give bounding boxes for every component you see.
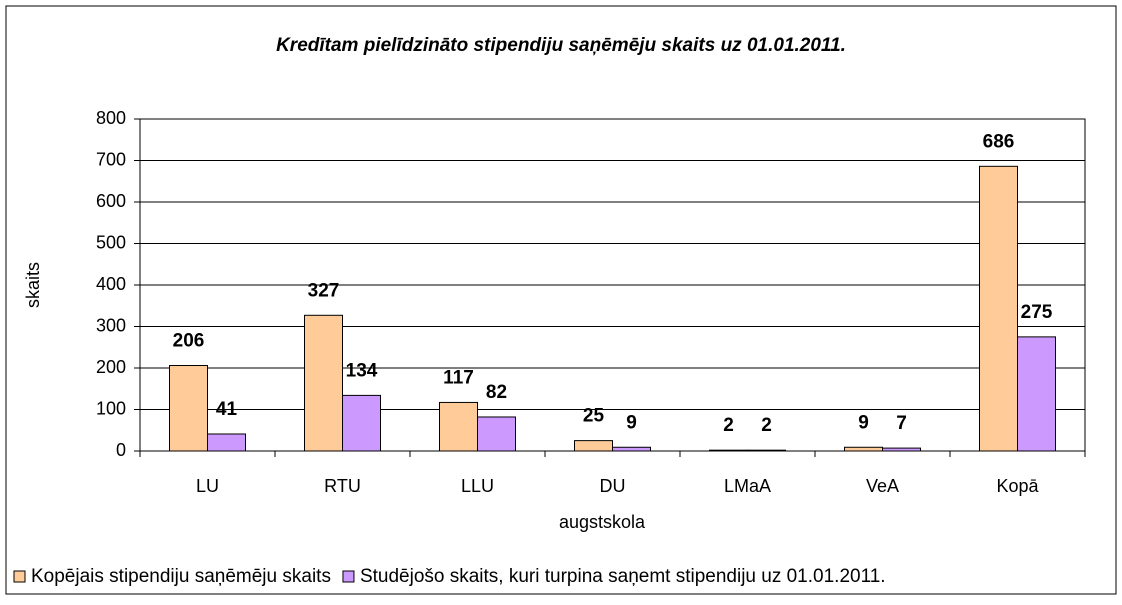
data-label: 25 [583, 406, 605, 427]
data-label: 7 [896, 413, 907, 434]
bar [612, 446, 651, 452]
bar [882, 447, 921, 452]
bar [1017, 336, 1056, 452]
bar [709, 449, 748, 452]
bar [342, 394, 381, 452]
x-tick-label: DU [600, 476, 626, 496]
y-tick-label: 100 [96, 398, 126, 418]
bar [844, 446, 883, 452]
data-label: 2 [761, 415, 772, 436]
legend-label: Studējošo skaits, kuri turpina saņemt st… [360, 566, 886, 587]
legend-swatch [13, 570, 26, 583]
chart-title: Kredītam pielīdzināto stipendiju saņēmēj… [276, 35, 846, 56]
x-tick-label: RTU [324, 476, 361, 496]
data-label: 686 [983, 131, 1015, 152]
data-label: 41 [216, 399, 238, 420]
data-label: 134 [346, 360, 378, 381]
data-label: 9 [626, 412, 637, 433]
x-tick-label: Kopā [996, 476, 1039, 496]
x-axis-label: augstskola [559, 512, 646, 532]
y-tick-label: 800 [96, 108, 126, 128]
legend-swatch [342, 570, 355, 583]
data-label: 2 [723, 415, 734, 436]
x-tick-label: VeA [866, 476, 899, 496]
data-label: 117 [443, 367, 474, 388]
bar [979, 165, 1018, 452]
y-tick-label: 200 [96, 357, 126, 377]
y-axis-label: skaits [23, 262, 43, 308]
y-tick-label: 300 [96, 315, 126, 335]
x-tick-label: LMaA [724, 476, 771, 496]
y-tick-label: 500 [96, 232, 126, 252]
bar [169, 365, 208, 452]
legend-label: Kopējais stipendiju saņēmēju skaits [31, 566, 331, 587]
y-tick-label: 600 [96, 191, 126, 211]
bar [477, 416, 516, 452]
bar [439, 401, 478, 452]
y-tick-label: 700 [96, 149, 126, 169]
bar [574, 440, 613, 452]
y-tick-label: 0 [116, 440, 126, 460]
data-label: 206 [173, 331, 205, 352]
bar [207, 433, 246, 452]
data-label: 275 [1021, 302, 1053, 323]
bar [304, 314, 343, 452]
data-label: 82 [486, 382, 507, 403]
data-label: 9 [858, 412, 869, 433]
data-label: 327 [308, 280, 340, 301]
y-tick-label: 400 [96, 274, 126, 294]
x-tick-label: LU [196, 476, 219, 496]
x-tick-label: LLU [461, 476, 494, 496]
bar [747, 449, 786, 452]
